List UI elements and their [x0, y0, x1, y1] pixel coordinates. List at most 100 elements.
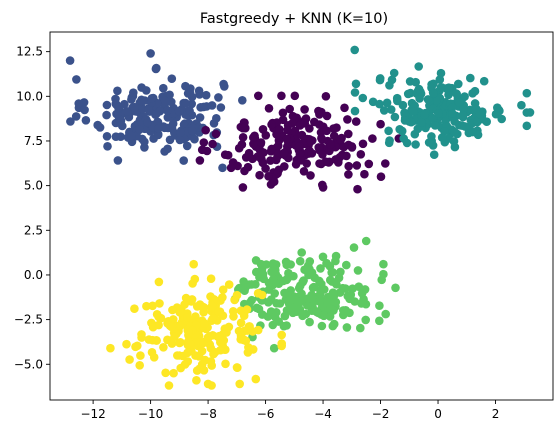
scatter-point: [127, 131, 136, 141]
scatter-point: [295, 142, 304, 151]
x-tick-label: −10: [138, 407, 163, 421]
scatter-point: [360, 169, 369, 179]
scatter-point: [350, 45, 360, 55]
scatter-point: [351, 79, 361, 89]
scatter-point: [153, 130, 163, 140]
plot-frame: [49, 31, 554, 401]
scatter-point: [479, 76, 489, 86]
scatter-point: [148, 301, 157, 311]
scatter-point: [215, 331, 224, 341]
scatter-point: [249, 133, 258, 142]
scatter-point: [329, 124, 338, 133]
scatter-point: [163, 106, 172, 115]
scatter-point: [415, 94, 424, 103]
scatter-point: [282, 321, 291, 330]
scatter-point: [259, 274, 269, 284]
scatter-point: [170, 128, 179, 138]
scatter-point: [328, 321, 338, 331]
scatter-point: [218, 293, 227, 302]
scatter-point: [199, 138, 209, 147]
scatter-point: [238, 123, 248, 133]
scatter-point: [435, 75, 445, 84]
scatter-point: [160, 147, 169, 156]
scatter-point: [273, 149, 283, 158]
scatter-point: [267, 144, 277, 154]
scatter-point: [470, 86, 480, 96]
scatter-point: [353, 266, 363, 275]
scatter-point: [206, 274, 216, 284]
scatter-point: [232, 290, 242, 300]
scatter-point: [218, 285, 228, 295]
scatter-point: [309, 282, 319, 292]
y-tick-label: 5.0: [24, 179, 43, 193]
scatter-point: [334, 273, 344, 283]
scatter-point: [144, 335, 154, 344]
scatter-point: [329, 131, 339, 141]
y-tick-label: 2.5: [24, 223, 43, 237]
scatter-point: [152, 109, 161, 119]
scatter-point: [403, 89, 413, 99]
scatter-point: [447, 103, 457, 112]
scatter-point: [165, 135, 175, 145]
cluster-5: [106, 259, 287, 390]
scatter-point: [307, 149, 317, 158]
scatter-point: [224, 280, 234, 289]
scatter-point: [468, 127, 477, 137]
chart-title: Fastgreedy + KNN (K=10): [200, 11, 388, 27]
scatter-point: [71, 112, 81, 121]
scatter-point: [346, 290, 356, 300]
scatter-point: [208, 139, 217, 149]
scatter-point: [375, 75, 385, 85]
x-tick-label: −4: [314, 407, 332, 421]
scatter-point: [218, 163, 227, 173]
scatter-point: [232, 363, 242, 372]
scatter-point: [424, 138, 434, 147]
scatter-point: [185, 106, 194, 116]
scatter-point: [315, 159, 324, 168]
scatter-point: [300, 105, 309, 114]
scatter-point: [303, 261, 313, 271]
scatter-point: [258, 125, 268, 134]
scatter-point: [243, 162, 253, 172]
scatter-point: [201, 125, 210, 135]
scatter-point: [206, 292, 215, 301]
scatter-point: [244, 343, 253, 352]
scatter-point: [155, 299, 164, 308]
scatter-point: [176, 128, 185, 137]
scatter-point: [361, 315, 371, 325]
scatter-point: [356, 323, 365, 333]
y-tick-label: 12.5: [16, 45, 43, 59]
scatter-point: [81, 116, 91, 125]
scatter-point: [328, 289, 338, 299]
scatter-point: [142, 86, 151, 95]
scatter-point: [408, 107, 418, 116]
scatter-point: [181, 81, 190, 91]
scatter-point: [233, 161, 242, 171]
scatter-point: [400, 109, 410, 119]
scatter-point: [234, 143, 244, 153]
scatter-point: [197, 145, 207, 155]
scatter-point: [434, 109, 443, 118]
scatter-point: [460, 122, 470, 131]
scatter-point: [314, 106, 323, 116]
scatter-point: [314, 276, 324, 286]
scatter-point: [444, 90, 453, 100]
scatter-point: [210, 347, 220, 357]
scatter-point: [466, 73, 475, 83]
scatter-point: [432, 96, 442, 105]
scatter-point: [137, 333, 146, 342]
scatter-point: [199, 303, 209, 312]
scatter-point: [180, 300, 189, 309]
scatter-point: [266, 156, 275, 165]
scatter-point: [148, 322, 158, 332]
scatter-point: [347, 143, 357, 152]
scatter-point: [203, 379, 213, 389]
scatter-point: [264, 172, 273, 181]
scatter-point: [376, 172, 386, 181]
scatter-point: [450, 127, 459, 137]
scatter-point: [235, 379, 244, 389]
scatter-point: [321, 92, 331, 101]
scatter-point: [482, 117, 492, 126]
scatter-point: [277, 91, 286, 101]
scatter-point: [152, 63, 161, 73]
